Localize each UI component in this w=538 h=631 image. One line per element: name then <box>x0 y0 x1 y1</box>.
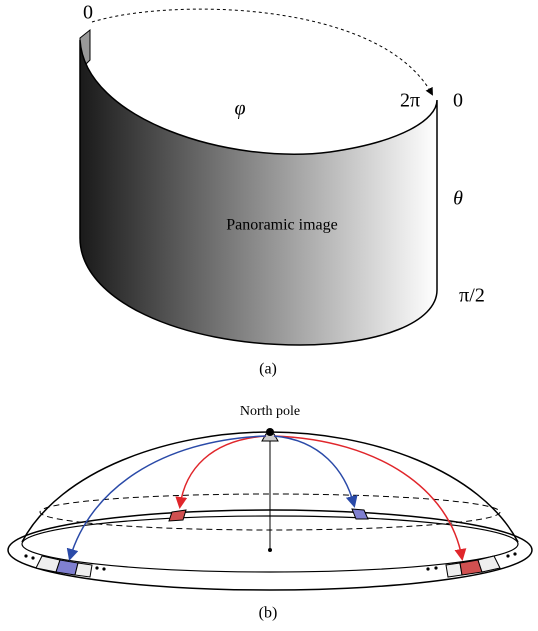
arrow-red <box>175 435 267 509</box>
wrap-arrow <box>91 8 433 96</box>
center <box>268 548 272 552</box>
pole-label: North pole <box>240 404 300 419</box>
theta-label: θ <box>453 188 463 210</box>
panorama-surface <box>79 39 438 346</box>
theta-top: 0 <box>453 90 463 112</box>
caption-b: (b) <box>259 605 278 622</box>
arrow-red <box>273 435 467 561</box>
phi-label: φ <box>234 98 245 120</box>
phi-start: 0 <box>83 2 93 24</box>
patch <box>445 562 463 578</box>
image-label: Panoramic image <box>226 217 338 234</box>
dots <box>24 552 517 571</box>
arrow-blue <box>273 435 358 508</box>
caption-a: (a) <box>259 361 277 378</box>
patch <box>351 508 369 520</box>
patch <box>477 555 501 573</box>
patch <box>168 509 187 522</box>
pole <box>266 428 274 436</box>
theta-bottom: π/2 <box>459 285 485 307</box>
patch <box>74 562 93 578</box>
phi-end: 2π <box>400 90 420 112</box>
patch <box>55 559 79 576</box>
arrow-blue <box>66 435 267 561</box>
